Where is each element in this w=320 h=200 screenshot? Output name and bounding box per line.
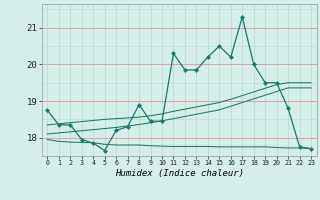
X-axis label: Humidex (Indice chaleur): Humidex (Indice chaleur) [115, 169, 244, 178]
